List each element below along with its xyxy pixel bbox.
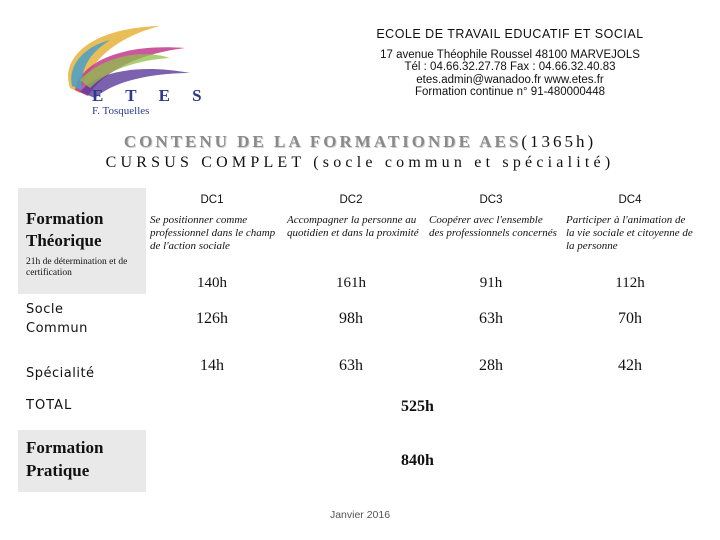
row-note: 21h de détermination et de certification: [26, 257, 128, 278]
row-label-formation-theorique: Formation Théorique: [26, 209, 104, 250]
column-header-dc3: DC3: [479, 194, 503, 206]
school-formation: Formation continue n° 91-480000448: [414, 86, 605, 98]
school-header: ECOLE DE TRAVAIL EDUCATIF ET SOCIAL 17 a…: [360, 28, 660, 99]
page-subtitle: CURSUS COMPLET (socle commun et spéciali…: [105, 154, 615, 171]
logo-name: E T E S: [92, 86, 211, 105]
logo-subtitle: F. Tosquelles: [92, 105, 150, 117]
dc4-socle-hours: 70h: [618, 310, 642, 327]
dc2-theorique-hours: 161h: [336, 275, 366, 291]
column-desc-dc1: Se positionner comme professionnel dans …: [150, 214, 276, 252]
dc2-socle-hours: 98h: [339, 310, 363, 327]
row-label-formation-pratique: Formation Pratique: [26, 438, 104, 480]
title-hours: (1365h): [521, 132, 597, 151]
pratique-hours: 840h: [401, 452, 434, 469]
column-header-dc2: DC2: [339, 194, 363, 206]
row-label-specialite: Spécialité: [26, 366, 95, 381]
column-desc-dc4: Participer à l'animation de la vie socia…: [566, 214, 693, 252]
page-title: CONTENU DE LA FORMATIONDE AES(1365h): [0, 132, 720, 152]
dc1-theorique-hours: 140h: [197, 275, 227, 291]
dc1-specialite-hours: 14h: [200, 357, 224, 374]
row-label-total: TOTAL: [26, 398, 73, 413]
footer-date: Janvier 2016: [329, 509, 391, 521]
school-name: ECOLE DE TRAVAIL EDUCATIF ET SOCIAL: [376, 27, 644, 41]
school-phone: Tél : 04.66.32.27.78 Fax : 04.66.32.40.8…: [404, 61, 616, 73]
school-web: etes.admin@wanadoo.fr www.etes.fr: [416, 73, 604, 86]
dc3-theorique-hours: 91h: [479, 275, 503, 291]
dc3-specialite-hours: 28h: [479, 357, 503, 374]
total-hours: 525h: [401, 398, 434, 415]
dc1-socle-hours: 126h: [196, 310, 228, 327]
dc4-specialite-hours: 42h: [618, 357, 642, 374]
column-header-dc4: DC4: [618, 194, 642, 206]
dc2-specialite-hours: 63h: [339, 357, 363, 374]
dc4-theorique-hours: 112h: [615, 275, 645, 291]
school-address: 17 avenue Théophile Roussel 48100 MARVEJ…: [380, 48, 640, 61]
row-label-socle: Socle Commun: [26, 302, 88, 336]
etes-logo: [68, 26, 190, 98]
column-desc-dc3: Coopérer avec l'ensemble des professionn…: [429, 214, 557, 239]
theorique-cell: [18, 188, 146, 294]
dc3-socle-hours: 63h: [479, 310, 503, 327]
column-header-dc1: DC1: [200, 194, 224, 206]
pratique-cell: [18, 430, 146, 492]
column-desc-dc2: Accompagner la personne au quotidien et …: [287, 214, 419, 239]
title-highlight: CONTENU DE LA FORMATIONDE AES: [123, 132, 522, 151]
